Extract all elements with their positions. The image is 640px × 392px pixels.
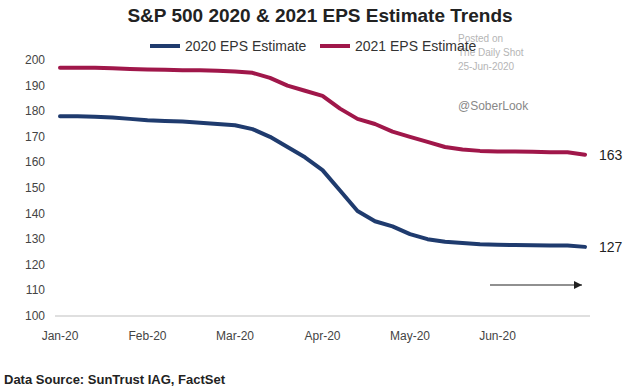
legend-swatch — [320, 44, 350, 48]
x-tick-label: Jan-20 — [42, 329, 79, 343]
y-tick-label: 150 — [25, 181, 45, 195]
y-tick-label: 190 — [25, 79, 45, 93]
series-line — [60, 116, 585, 247]
y-tick-label: 180 — [25, 104, 45, 118]
x-axis — [55, 316, 590, 317]
end-label: 127 — [599, 239, 623, 255]
arrow-shaft — [490, 284, 582, 285]
source: Data Source: SunTrust IAG, FactSet — [4, 372, 226, 387]
chart-svg: S&P 500 2020 & 2021 EPS Estimate TrendsP… — [0, 0, 640, 392]
y-tick-label: 110 — [26, 283, 45, 297]
y-tick-label: 170 — [25, 130, 45, 144]
x-tick-label: Mar-20 — [216, 329, 254, 343]
legend-label: 2020 EPS Estimate — [185, 38, 307, 54]
arrow-head — [574, 281, 582, 289]
plot-area — [60, 68, 585, 247]
end-label: 163 — [599, 147, 623, 163]
credit: @SoberLook — [458, 99, 529, 113]
y-tick-label: 140 — [25, 207, 45, 221]
y-tick-label: 130 — [25, 232, 45, 246]
legend-swatch — [150, 44, 180, 48]
y-tick-label: 100 — [25, 309, 45, 323]
x-tick-label: Feb-20 — [128, 329, 166, 343]
x-tick-label: Jun-20 — [479, 329, 516, 343]
watermark: 25-Jun-2020 — [458, 61, 515, 72]
series-line — [60, 68, 585, 155]
y-tick-label: 200 — [25, 53, 45, 67]
x-tick-label: Apr-20 — [304, 329, 340, 343]
x-tick-label: May-20 — [390, 329, 430, 343]
chart-root: S&P 500 2020 & 2021 EPS Estimate TrendsP… — [0, 0, 640, 392]
legend-label: 2021 EPS Estimate — [355, 38, 477, 54]
title: S&P 500 2020 & 2021 EPS Estimate Trends — [127, 5, 512, 26]
y-tick-label: 120 — [25, 258, 45, 272]
y-tick-label: 160 — [25, 155, 45, 169]
